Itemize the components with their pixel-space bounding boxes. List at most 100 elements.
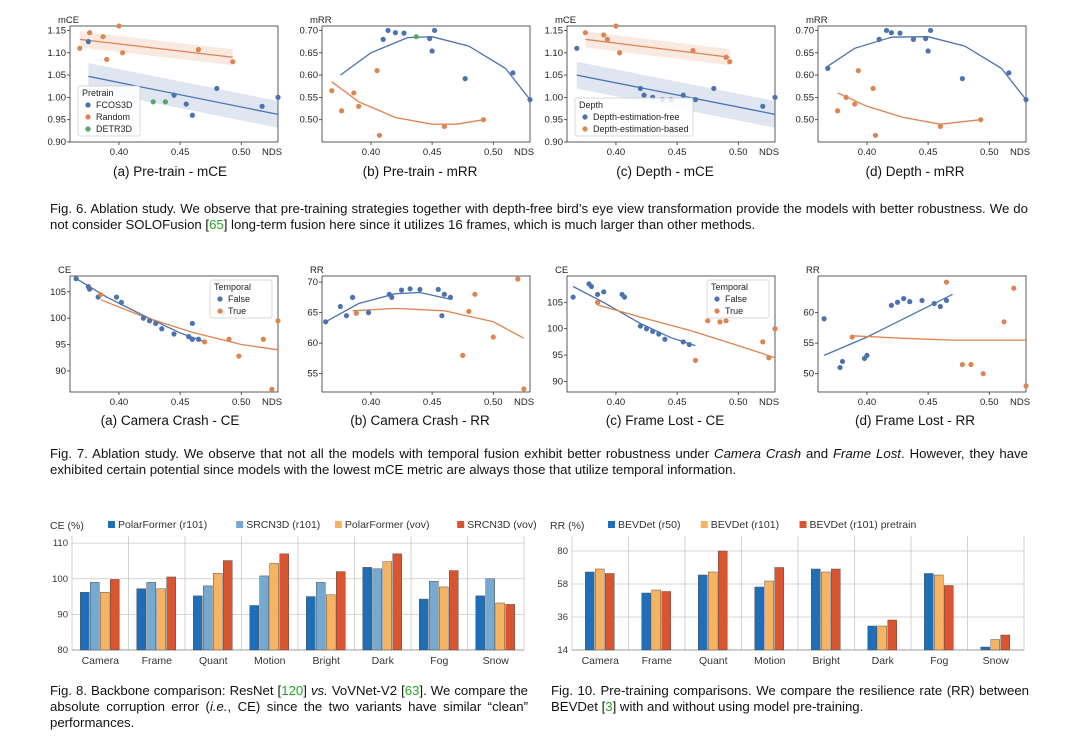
legend-swatch [799, 521, 807, 528]
y-tick-label: 50 [803, 369, 814, 380]
data-point [931, 300, 937, 307]
data-point [760, 103, 766, 109]
data-point [574, 45, 580, 51]
data-point [260, 336, 266, 342]
legend-label: True [725, 306, 743, 316]
y-tick-label: 90 [57, 609, 68, 620]
x-tick-label: 0.40 [110, 147, 129, 158]
legend-label: FCOS3D [96, 100, 133, 110]
y-tick-label: 14 [557, 645, 568, 656]
data-point [490, 334, 496, 340]
data-point [834, 108, 841, 114]
data-point [462, 76, 468, 82]
data-point [943, 297, 950, 304]
citation-link[interactable]: 3 [605, 699, 613, 714]
data-point [680, 92, 686, 98]
y-tick-label: 110 [53, 538, 68, 549]
fig8-caption: Fig. 8. Backbone comparison: ResNet [120… [50, 683, 528, 731]
fit-curve [837, 92, 981, 125]
data-point [385, 27, 391, 34]
y-axis-label: RR [310, 265, 324, 276]
data-point [230, 59, 236, 65]
legend-swatch [457, 521, 465, 528]
category-label: Dark [872, 655, 895, 667]
bar [146, 582, 156, 651]
data-point [73, 276, 79, 282]
bar [867, 625, 877, 651]
legend-title: Temporal [214, 282, 251, 292]
y-axis-label: CE [58, 265, 71, 276]
data-point [601, 289, 607, 295]
data-point [968, 361, 974, 368]
legend-box [209, 279, 273, 319]
citation-link[interactable]: 120 [281, 683, 304, 698]
bar [362, 567, 372, 651]
bar [136, 588, 146, 651]
legend-marker [714, 296, 720, 302]
fig6-chart-a: mCE NDS 0.40 0.45 0.50 0.90 0.95 1.00 1.05 1.10 1.… [40, 12, 290, 162]
data-point [1023, 97, 1029, 103]
bar [990, 639, 1000, 651]
data-point [637, 323, 644, 329]
fig6-chart-b: mRR NDS 0.40 0.45 0.50 0.50 0.55 0.60 0.65 0.70 [292, 12, 542, 162]
fig6-subcaption-a: (a) Pre-train - mCE [112, 164, 227, 179]
plot-frame [69, 25, 279, 143]
y-tick-label: 0.55 [796, 92, 815, 103]
plot-frame [566, 25, 776, 143]
fig7-chart-c: CE NDS 0.40 0.45 0.50 90 95 100 105 Temporal False… [537, 262, 787, 410]
y-tick-label: 55 [803, 338, 814, 349]
y-tick-label: 105 [50, 287, 66, 298]
data-point [441, 123, 447, 129]
bar [708, 571, 718, 651]
bar [203, 585, 213, 651]
legend-box [77, 85, 141, 137]
citation-link[interactable]: 65 [209, 217, 224, 232]
x-tick-label: 0.50 [232, 397, 251, 408]
legend-title: Temporal [711, 282, 748, 292]
fit-curve [823, 293, 953, 356]
data-point [435, 286, 441, 293]
x-tick-label: 0.50 [232, 147, 251, 158]
bar [641, 592, 651, 651]
data-point [727, 59, 733, 65]
legend-label: False [228, 294, 250, 304]
data-point [189, 112, 195, 118]
data-point [613, 23, 619, 29]
data-point [189, 336, 195, 342]
x-tick-label: 0.45 [423, 147, 442, 158]
fit-curve [100, 299, 279, 351]
legend-label: BEVDet (r101) [711, 519, 779, 531]
data-point [376, 132, 383, 138]
regression-line [585, 38, 730, 58]
bar [934, 574, 944, 651]
legend-label: SRCN3D (vov) [467, 519, 536, 531]
data-point [717, 319, 723, 325]
bar [429, 580, 439, 651]
fig7-caption-em2: Frame Lost [832, 446, 901, 461]
bar [595, 568, 605, 651]
fig10-bar-chart: 14 36 58 80 RR (%) BEVDet (r50) BEVDet (r101) B… [544, 516, 1034, 670]
data-point [766, 355, 772, 361]
x-axis-label: NDS [262, 397, 282, 408]
data-point [120, 50, 126, 56]
bar [495, 602, 505, 651]
data-point [723, 54, 729, 60]
data-point [349, 294, 356, 300]
bar [698, 574, 708, 651]
data-point [510, 70, 516, 76]
citation-link[interactable]: 63 [404, 683, 420, 698]
bar [156, 588, 166, 651]
data-point [919, 297, 925, 304]
fig7-subcaption-d: (d) Frame Lost - RR [854, 413, 976, 428]
data-point [1001, 319, 1007, 325]
fig6-chart-c: mCE NDS 0.40 0.45 0.50 0.90 0.95 1.00 1.05 1.10 1.… [537, 12, 787, 162]
bar [326, 594, 336, 651]
data-point [978, 117, 984, 123]
fig6-caption: Fig. 6. Ablation study. We observe that … [50, 201, 1028, 233]
data-point [894, 299, 901, 305]
x-tick-label: 0.40 [110, 397, 129, 408]
legend-label: Depth-estimation-free [593, 112, 680, 122]
legend-swatch [700, 521, 708, 528]
bar [821, 571, 831, 651]
data-point [195, 336, 202, 342]
